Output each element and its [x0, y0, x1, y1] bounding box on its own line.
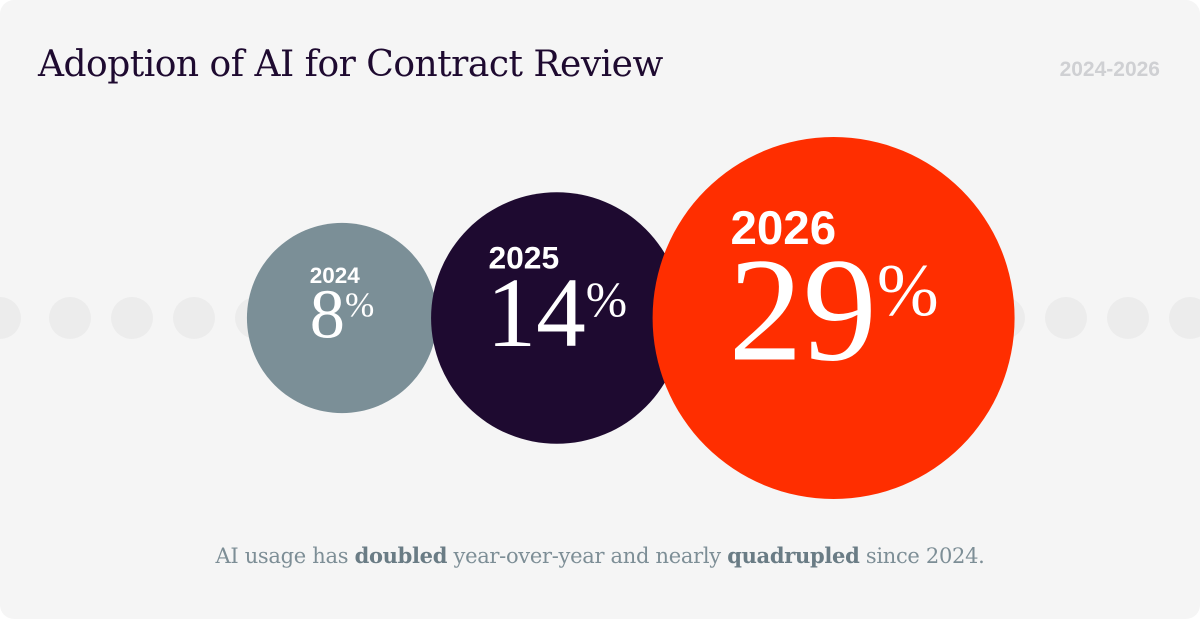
footnote-text-2: year-over-year and nearly	[447, 544, 728, 568]
chart-title: Adoption of AI for Contract Review	[38, 44, 663, 85]
bubble-2026: 29%2026	[652, 137, 1015, 499]
bubble-circle-2024	[246, 222, 438, 414]
bubble-year-2025: 2025	[488, 239, 559, 275]
bubbles: 8%2024 14%2025 29%2026	[246, 137, 1015, 499]
bubble-value-2025: 14%	[486, 258, 627, 368]
track-dot	[49, 297, 91, 339]
footnote-text-1: AI usage has	[215, 544, 355, 568]
track-dot	[1045, 297, 1087, 339]
track-dot	[0, 297, 21, 339]
track-dot	[1107, 297, 1149, 339]
bubble-circle-2026	[652, 137, 1015, 499]
footnote-bold-quadrupled: quadrupled	[727, 543, 860, 568]
bubble-year-2026: 2026	[730, 202, 836, 255]
bubble-value-2024: 8%	[310, 276, 374, 354]
bubble-value-2026: 29%	[728, 229, 938, 393]
footnote: AI usage has doubled year-over-year and …	[0, 543, 1200, 568]
bubble-year-2024: 2024	[310, 263, 361, 288]
footnote-bold-doubled: doubled	[354, 543, 448, 568]
bubble-2024: 8%2024	[246, 222, 438, 414]
date-range-label: 2024-2026	[1059, 58, 1160, 81]
track-dot	[173, 297, 215, 339]
track-dot	[111, 297, 153, 339]
track-dot	[1169, 297, 1200, 339]
footnote-text-3: since 2024.	[859, 544, 985, 568]
bubble-circle-2025	[431, 192, 683, 444]
bubble-2025: 14%2025	[431, 192, 683, 444]
